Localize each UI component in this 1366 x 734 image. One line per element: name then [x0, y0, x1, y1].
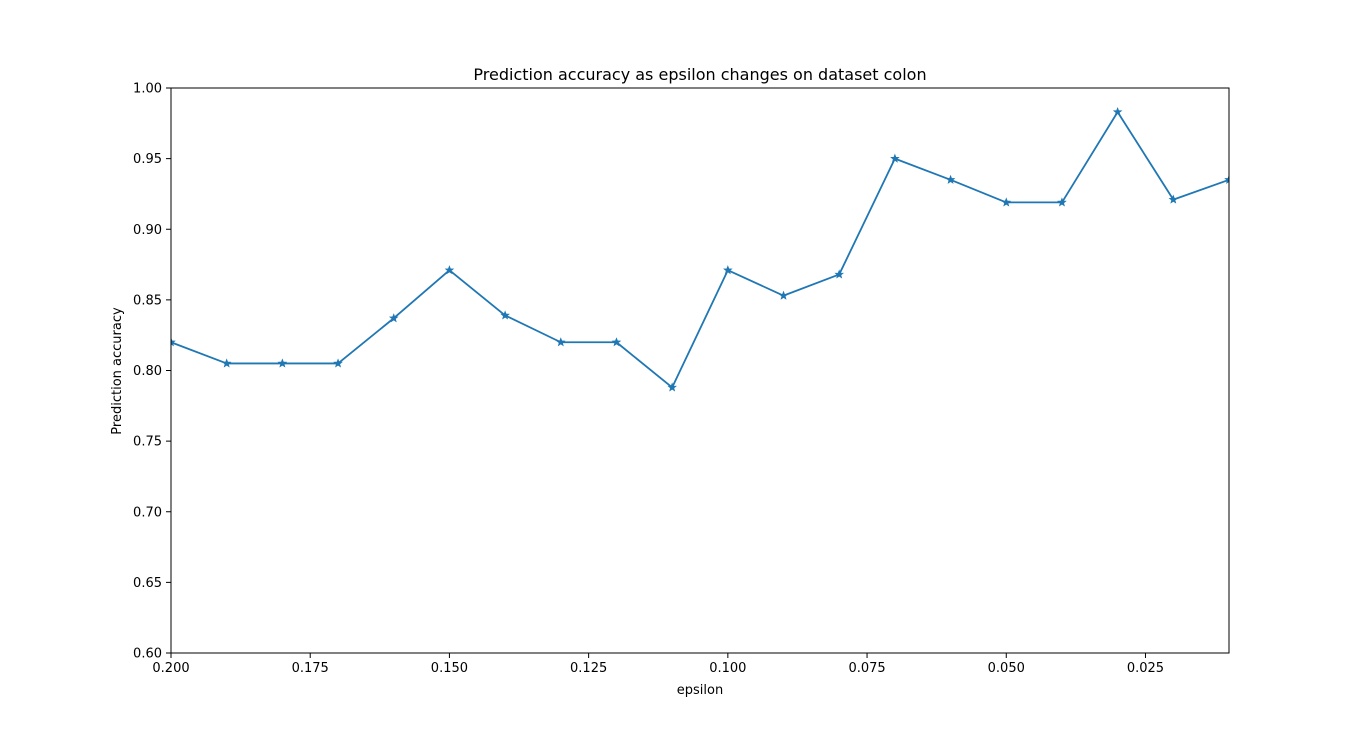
data-point [611, 337, 622, 347]
x-tick-label: 0.025 [1127, 661, 1164, 676]
y-tick-label: 0.75 [133, 435, 162, 450]
data-point [1057, 197, 1067, 207]
data-point [1001, 197, 1012, 207]
data-point [667, 382, 677, 392]
data-point [500, 310, 510, 320]
y-tick-label: 1.00 [133, 82, 162, 97]
data-point [1112, 106, 1123, 117]
chart-title: Prediction accuracy as epsilon changes o… [473, 65, 926, 84]
data-point [171, 337, 176, 347]
data-point [723, 265, 733, 275]
data-point [1168, 194, 1179, 204]
x-tick-label: 0.075 [848, 661, 885, 676]
data-point [834, 269, 844, 279]
x-tick-label: 0.050 [988, 661, 1025, 676]
y-tick-label: 0.90 [133, 223, 162, 238]
y-axis-label: Prediction accuracy [110, 307, 125, 435]
y-tick-label: 0.95 [133, 152, 162, 167]
y-tick-label: 0.70 [133, 505, 162, 520]
series-layer [171, 106, 1229, 392]
x-tick-label: 0.200 [152, 661, 189, 676]
data-point [333, 358, 343, 368]
x-axis-label: epsilon [677, 683, 723, 698]
data-point [778, 290, 789, 300]
data-point [890, 153, 900, 163]
data-point [556, 337, 566, 347]
data-point [388, 313, 399, 323]
data-point [221, 358, 232, 368]
plot-frame [170, 87, 1230, 654]
x-axis: 0.200 0.175 0.150 0.125 0.100 0.075 0.050 0.025 [152, 653, 1164, 676]
y-axis: 0.60 0.65 0.70 0.75 0.80 0.85 0.90 0.95 1.00 [133, 82, 171, 662]
data-point [277, 358, 288, 368]
y-tick-label: 0.65 [133, 576, 162, 591]
x-tick-label: 0.100 [709, 661, 746, 676]
x-tick-label: 0.175 [292, 661, 329, 676]
y-tick-label: 0.60 [133, 647, 162, 662]
y-tick-label: 0.80 [133, 364, 162, 379]
data-point [444, 265, 455, 275]
x-tick-label: 0.150 [431, 661, 468, 676]
data-point [945, 174, 956, 184]
data-point [1224, 174, 1229, 184]
y-tick-label: 0.85 [133, 293, 162, 308]
x-tick-label: 0.125 [570, 661, 607, 676]
series-0 [171, 106, 1229, 392]
series-line [171, 111, 1229, 389]
